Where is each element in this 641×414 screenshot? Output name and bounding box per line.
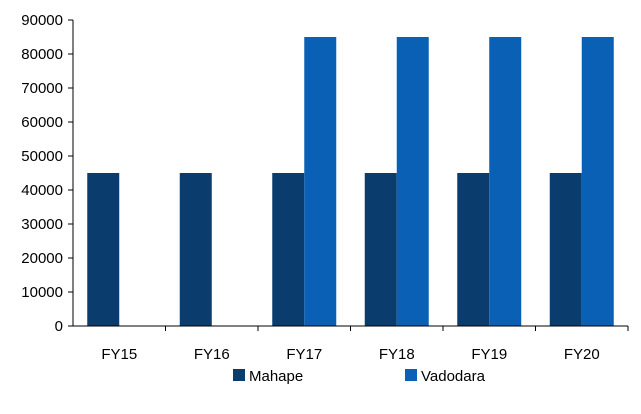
x-axis-labels: FY15 FY16 FY17 FY18 FY19 FY20 bbox=[101, 326, 629, 363]
legend: Mahape Vadodara bbox=[233, 368, 486, 385]
bar-vadodara-fy20 bbox=[581, 37, 614, 326]
x-tick-label: FY16 bbox=[194, 346, 230, 363]
x-tick-label: FY18 bbox=[379, 346, 415, 363]
y-tick-label: 20000 bbox=[21, 250, 63, 267]
bar-mahape-fy15 bbox=[87, 173, 120, 326]
x-tick-label: FY20 bbox=[564, 346, 600, 363]
y-axis-ticks: 0 10000 20000 30000 40000 50000 60000 70000 8000… bbox=[21, 12, 73, 335]
y-tick-label: 40000 bbox=[21, 182, 63, 199]
bar-mahape-fy19 bbox=[457, 173, 490, 326]
y-tick-label: 60000 bbox=[21, 114, 63, 131]
legend-label-vadodara: Vadodara bbox=[421, 368, 486, 385]
y-tick-label: 50000 bbox=[21, 148, 63, 165]
y-tick-label: 30000 bbox=[21, 216, 63, 233]
legend-swatch-mahape bbox=[233, 369, 245, 381]
y-tick-label: 80000 bbox=[21, 46, 63, 63]
legend-swatch-vadodara bbox=[405, 369, 417, 381]
bar-mahape-fy17 bbox=[272, 173, 305, 326]
y-tick-label: 10000 bbox=[21, 284, 63, 301]
y-tick-label: 90000 bbox=[21, 12, 63, 29]
legend-label-mahape: Mahape bbox=[249, 368, 303, 385]
bar-vadodara-fy19 bbox=[489, 37, 522, 326]
bar-mahape-fy20 bbox=[549, 173, 582, 326]
bar-vadodara-fy17 bbox=[304, 37, 337, 326]
x-tick-label: FY15 bbox=[101, 346, 137, 363]
y-tick-label: 70000 bbox=[21, 80, 63, 97]
bar-mahape-fy18 bbox=[364, 173, 397, 326]
bar-series bbox=[87, 37, 614, 326]
y-tick-label: 0 bbox=[55, 318, 63, 335]
x-tick-label: FY17 bbox=[286, 346, 322, 363]
bar-vadodara-fy18 bbox=[396, 37, 429, 326]
bar-mahape-fy16 bbox=[179, 173, 212, 326]
x-tick-label: FY19 bbox=[471, 346, 507, 363]
